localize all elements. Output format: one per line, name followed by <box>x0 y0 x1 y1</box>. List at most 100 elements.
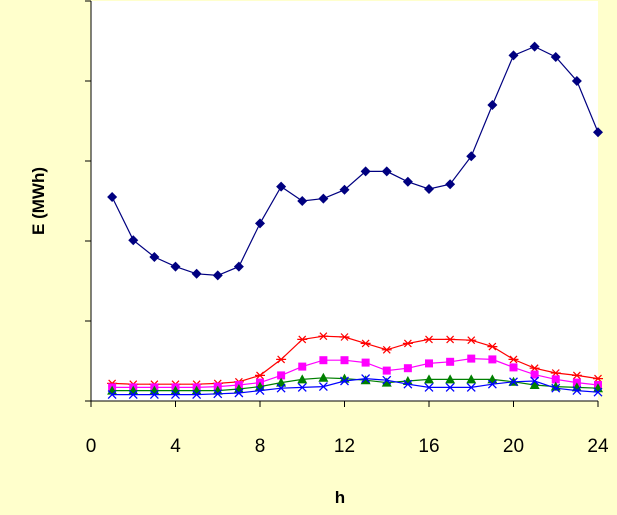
series-1-point-19 <box>508 355 519 364</box>
series-1-point-7 <box>255 371 265 380</box>
series-4-point-2 <box>149 390 159 400</box>
series-0-point-4 <box>191 268 202 279</box>
x-tick-label-5: 20 <box>503 436 524 457</box>
series-3-point-16 <box>445 374 456 384</box>
series-0-point-17 <box>466 151 477 162</box>
series-4-point-9 <box>297 382 307 392</box>
series-2-point-17 <box>467 354 476 363</box>
series-0-point-15 <box>424 184 434 194</box>
x-tick-label-4: 16 <box>418 436 439 457</box>
series-2-point-16 <box>446 357 455 366</box>
series-0-point-0 <box>107 192 118 202</box>
series-0-point-19 <box>508 50 519 61</box>
series-2-point-9 <box>298 362 307 371</box>
series-layer <box>107 41 603 400</box>
x-axis-title: h <box>335 488 345 507</box>
series-4-point-7 <box>255 386 265 396</box>
series-0-point-16 <box>445 179 456 190</box>
series-4-point-6 <box>234 388 244 398</box>
series-2-point-13 <box>382 366 391 375</box>
series-0-point-5 <box>212 270 223 281</box>
series-0-point-23 <box>593 127 603 138</box>
series-1-point-13 <box>381 345 392 354</box>
series-4-point-22 <box>572 386 582 396</box>
series-1-point-18 <box>487 342 498 351</box>
series-0-point-7 <box>255 218 265 229</box>
series-4-point-19 <box>509 377 518 387</box>
series-0-point-6 <box>233 261 244 272</box>
series-4-point-8 <box>276 383 286 393</box>
series-4-point-10 <box>318 382 328 392</box>
series-2-point-11 <box>340 356 349 365</box>
series-4-point-3 <box>171 390 180 400</box>
series-4 <box>107 374 603 400</box>
series-0-point-11 <box>339 184 350 195</box>
x-tick-label-6: 24 <box>587 436 609 457</box>
series-0-point-10 <box>318 193 329 204</box>
series-0-point-2 <box>149 252 160 262</box>
series-1-point-9 <box>297 335 308 344</box>
series-0-point-14 <box>402 176 413 187</box>
y-axis-title: E (MWh) <box>29 167 48 235</box>
series-3-point-9 <box>297 374 308 384</box>
series-4-point-18 <box>487 379 497 389</box>
series-0-point-21 <box>550 52 561 62</box>
series-1-point-8 <box>276 355 287 364</box>
series-3-point-20 <box>529 380 540 389</box>
series-4-point-20 <box>530 376 540 386</box>
series-4-point-14 <box>403 379 413 389</box>
series-3-point-5 <box>212 385 223 395</box>
series-4-point-23 <box>593 387 603 397</box>
series-4-point-12 <box>361 374 371 384</box>
series-1-point-21 <box>550 369 561 377</box>
series-4-point-1 <box>128 390 138 400</box>
series-4-point-4 <box>192 390 202 400</box>
series-0-point-1 <box>128 235 139 246</box>
series-3-point-14 <box>402 376 413 385</box>
series-2-point-10 <box>319 356 328 365</box>
plot-area <box>91 1 598 401</box>
series-4-line <box>112 377 599 396</box>
series-3-point-10 <box>318 372 329 382</box>
series-4-point-16 <box>445 382 455 392</box>
series-0-point-22 <box>571 76 582 86</box>
series-0-point-18 <box>487 100 498 110</box>
series-2-point-21 <box>551 375 560 384</box>
ticks-layer: 0 4 8 12 16 20 24 <box>85 0 609 457</box>
series-2-point-19 <box>509 363 518 372</box>
series-3-point-17 <box>466 374 477 384</box>
series-1-point-12 <box>360 339 371 348</box>
series-1-point-16 <box>445 335 456 344</box>
series-4-point-0 <box>107 390 117 400</box>
series-0-point-20 <box>529 41 540 52</box>
x-tick-label-0: 0 <box>86 436 97 457</box>
series-0-point-8 <box>276 181 287 192</box>
series-1-point-20 <box>529 364 540 373</box>
series-2-point-20 <box>530 370 539 379</box>
series-2-point-18 <box>488 355 497 364</box>
series-1-point-22 <box>571 371 582 380</box>
series-2-point-8 <box>277 371 286 380</box>
series-0-point-3 <box>170 261 181 272</box>
series-1-point-23 <box>593 374 603 383</box>
series-2-point-12 <box>361 358 370 367</box>
series-4-point-17 <box>466 382 476 392</box>
series-3-point-13 <box>381 377 392 387</box>
series-0-point-9 <box>297 196 308 206</box>
series-3-point-8 <box>276 377 287 387</box>
series-4-point-5 <box>213 389 223 399</box>
series-2-point-15 <box>425 359 433 368</box>
series-3-point-22 <box>571 382 582 392</box>
series-4-point-13 <box>382 375 392 385</box>
x-tick-label-2: 8 <box>255 436 266 457</box>
series-1-point-17 <box>466 336 477 345</box>
series-0 <box>107 41 603 281</box>
series-3-point-15 <box>424 374 434 384</box>
x-tick-label-1: 4 <box>170 436 181 457</box>
x-tick-label-3: 12 <box>334 436 355 457</box>
series-0-point-13 <box>381 166 392 177</box>
series-1-point-11 <box>339 333 350 341</box>
series-4-point-11 <box>340 376 349 386</box>
series-4-point-21 <box>551 383 561 393</box>
